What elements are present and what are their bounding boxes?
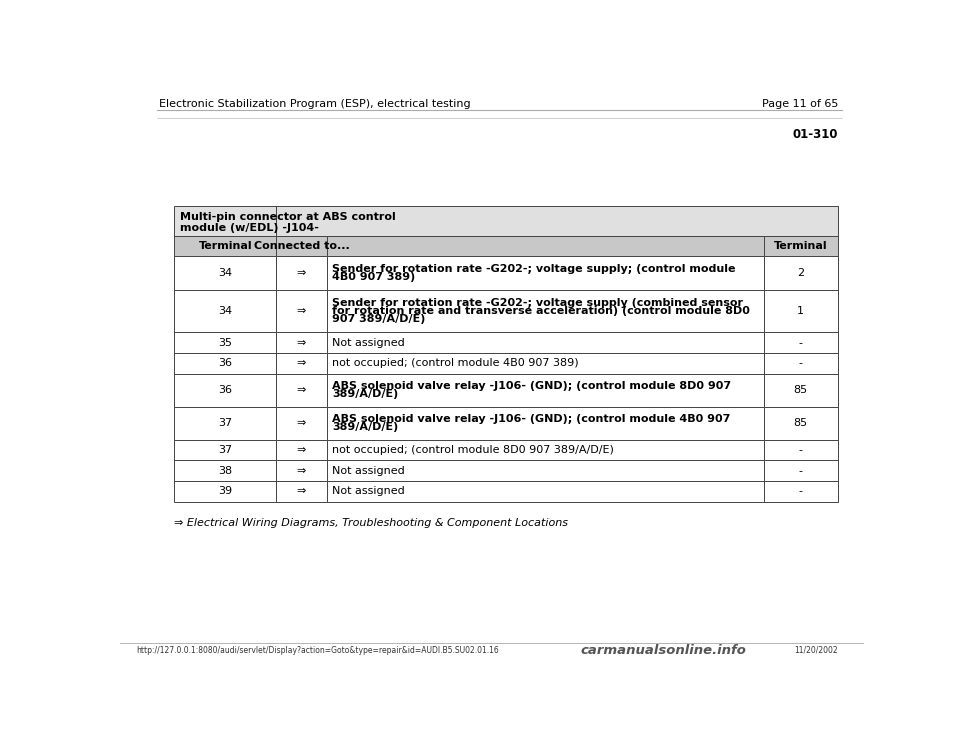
Bar bbox=[763, 460, 838, 481]
Bar bbox=[276, 332, 326, 353]
Text: ⇒ Electrical Wiring Diagrams, Troubleshooting & Component Locations: ⇒ Electrical Wiring Diagrams, Troublesho… bbox=[175, 518, 568, 528]
Text: ⇒: ⇒ bbox=[297, 466, 306, 476]
Bar bbox=[175, 332, 276, 353]
Bar bbox=[763, 481, 838, 502]
Bar bbox=[326, 236, 763, 257]
Text: ⇒: ⇒ bbox=[297, 418, 306, 428]
Text: Page 11 of 65: Page 11 of 65 bbox=[761, 99, 838, 109]
Text: 34: 34 bbox=[218, 268, 232, 278]
Text: Terminal: Terminal bbox=[199, 241, 252, 251]
Text: -: - bbox=[799, 486, 803, 496]
Text: Not assigned: Not assigned bbox=[332, 486, 405, 496]
Bar bbox=[175, 440, 276, 460]
Bar bbox=[326, 481, 763, 502]
Text: Not assigned: Not assigned bbox=[332, 338, 405, 348]
Bar bbox=[763, 289, 838, 332]
Text: module (w/EDL) -J104-: module (w/EDL) -J104- bbox=[180, 223, 319, 232]
Text: 11/20/2002: 11/20/2002 bbox=[794, 646, 838, 654]
Bar bbox=[276, 373, 326, 407]
Bar bbox=[175, 460, 276, 481]
Text: 01-310: 01-310 bbox=[792, 128, 838, 141]
Text: -: - bbox=[799, 358, 803, 368]
Bar bbox=[276, 407, 326, 440]
Text: ⇒: ⇒ bbox=[297, 385, 306, 395]
Bar bbox=[276, 460, 326, 481]
Text: 85: 85 bbox=[794, 385, 807, 395]
Bar bbox=[326, 440, 763, 460]
Text: 36: 36 bbox=[218, 385, 232, 395]
Text: 38: 38 bbox=[218, 466, 232, 476]
Text: 37: 37 bbox=[218, 418, 232, 428]
Bar bbox=[276, 289, 326, 332]
Text: http://127.0.0.1:8080/audi/servlet/Display?action=Goto&type=repair&id=AUDI.B5.SU: http://127.0.0.1:8080/audi/servlet/Displ… bbox=[136, 646, 499, 654]
Text: carmanualsonline.info: carmanualsonline.info bbox=[580, 643, 746, 657]
Bar bbox=[276, 353, 326, 373]
Text: 2: 2 bbox=[797, 268, 804, 278]
Text: -: - bbox=[799, 445, 803, 455]
Bar bbox=[175, 257, 276, 289]
Bar bbox=[326, 353, 763, 373]
Text: ⇒: ⇒ bbox=[297, 445, 306, 455]
Bar bbox=[175, 373, 276, 407]
Text: -: - bbox=[799, 466, 803, 476]
Text: ⇒: ⇒ bbox=[297, 486, 306, 496]
Bar bbox=[276, 236, 326, 257]
Text: Terminal: Terminal bbox=[774, 241, 828, 251]
Text: ⇒: ⇒ bbox=[297, 306, 306, 316]
Text: 907 389/A/D/E): 907 389/A/D/E) bbox=[332, 315, 425, 324]
Bar bbox=[763, 440, 838, 460]
Text: -: - bbox=[799, 338, 803, 348]
Bar bbox=[326, 257, 763, 289]
Text: Sender for rotation rate -G202-; voltage supply (combined sensor: Sender for rotation rate -G202-; voltage… bbox=[332, 298, 743, 308]
Text: ⇒: ⇒ bbox=[297, 358, 306, 368]
Bar bbox=[763, 257, 838, 289]
Text: ABS solenoid valve relay -J106- (GND); (control module 8D0 907: ABS solenoid valve relay -J106- (GND); (… bbox=[332, 381, 732, 391]
Text: Connected to...: Connected to... bbox=[253, 241, 349, 251]
Text: 37: 37 bbox=[218, 445, 232, 455]
Text: 1: 1 bbox=[797, 306, 804, 316]
Bar bbox=[175, 481, 276, 502]
Text: ABS solenoid valve relay -J106- (GND); (control module 4B0 907: ABS solenoid valve relay -J106- (GND); (… bbox=[332, 414, 731, 424]
Bar bbox=[326, 460, 763, 481]
Bar bbox=[175, 206, 276, 236]
Text: not occupied; (control module 4B0 907 389): not occupied; (control module 4B0 907 38… bbox=[332, 358, 579, 368]
Text: ⇒: ⇒ bbox=[297, 338, 306, 348]
Bar bbox=[763, 373, 838, 407]
Text: not occupied; (control module 8D0 907 389/A/D/E): not occupied; (control module 8D0 907 38… bbox=[332, 445, 613, 455]
Bar bbox=[763, 353, 838, 373]
Bar bbox=[175, 236, 276, 257]
Text: 35: 35 bbox=[218, 338, 232, 348]
Text: 389/A/D/E): 389/A/D/E) bbox=[332, 422, 398, 433]
Bar bbox=[763, 332, 838, 353]
Text: 39: 39 bbox=[218, 486, 232, 496]
Bar bbox=[326, 373, 763, 407]
Bar bbox=[763, 236, 838, 257]
Text: for rotation rate and transverse acceleration) (control module 8D0: for rotation rate and transverse acceler… bbox=[332, 306, 750, 316]
Bar bbox=[326, 407, 763, 440]
Bar bbox=[276, 481, 326, 502]
Bar bbox=[276, 440, 326, 460]
Text: Sender for rotation rate -G202-; voltage supply; (control module: Sender for rotation rate -G202-; voltage… bbox=[332, 264, 735, 274]
Text: 389/A/D/E): 389/A/D/E) bbox=[332, 390, 398, 399]
Bar bbox=[175, 353, 276, 373]
Bar bbox=[326, 332, 763, 353]
Text: 85: 85 bbox=[794, 418, 807, 428]
Text: 36: 36 bbox=[218, 358, 232, 368]
Bar bbox=[175, 289, 276, 332]
Text: Multi-pin connector at ABS control: Multi-pin connector at ABS control bbox=[180, 211, 396, 222]
Bar bbox=[276, 257, 326, 289]
Text: 34: 34 bbox=[218, 306, 232, 316]
Bar bbox=[326, 289, 763, 332]
Text: ⇒: ⇒ bbox=[297, 268, 306, 278]
Text: Electronic Stabilization Program (ESP), electrical testing: Electronic Stabilization Program (ESP), … bbox=[158, 99, 470, 109]
Bar bbox=[276, 206, 838, 236]
Bar bbox=[175, 407, 276, 440]
Bar bbox=[763, 407, 838, 440]
Text: Not assigned: Not assigned bbox=[332, 466, 405, 476]
Text: 4B0 907 389): 4B0 907 389) bbox=[332, 272, 416, 282]
